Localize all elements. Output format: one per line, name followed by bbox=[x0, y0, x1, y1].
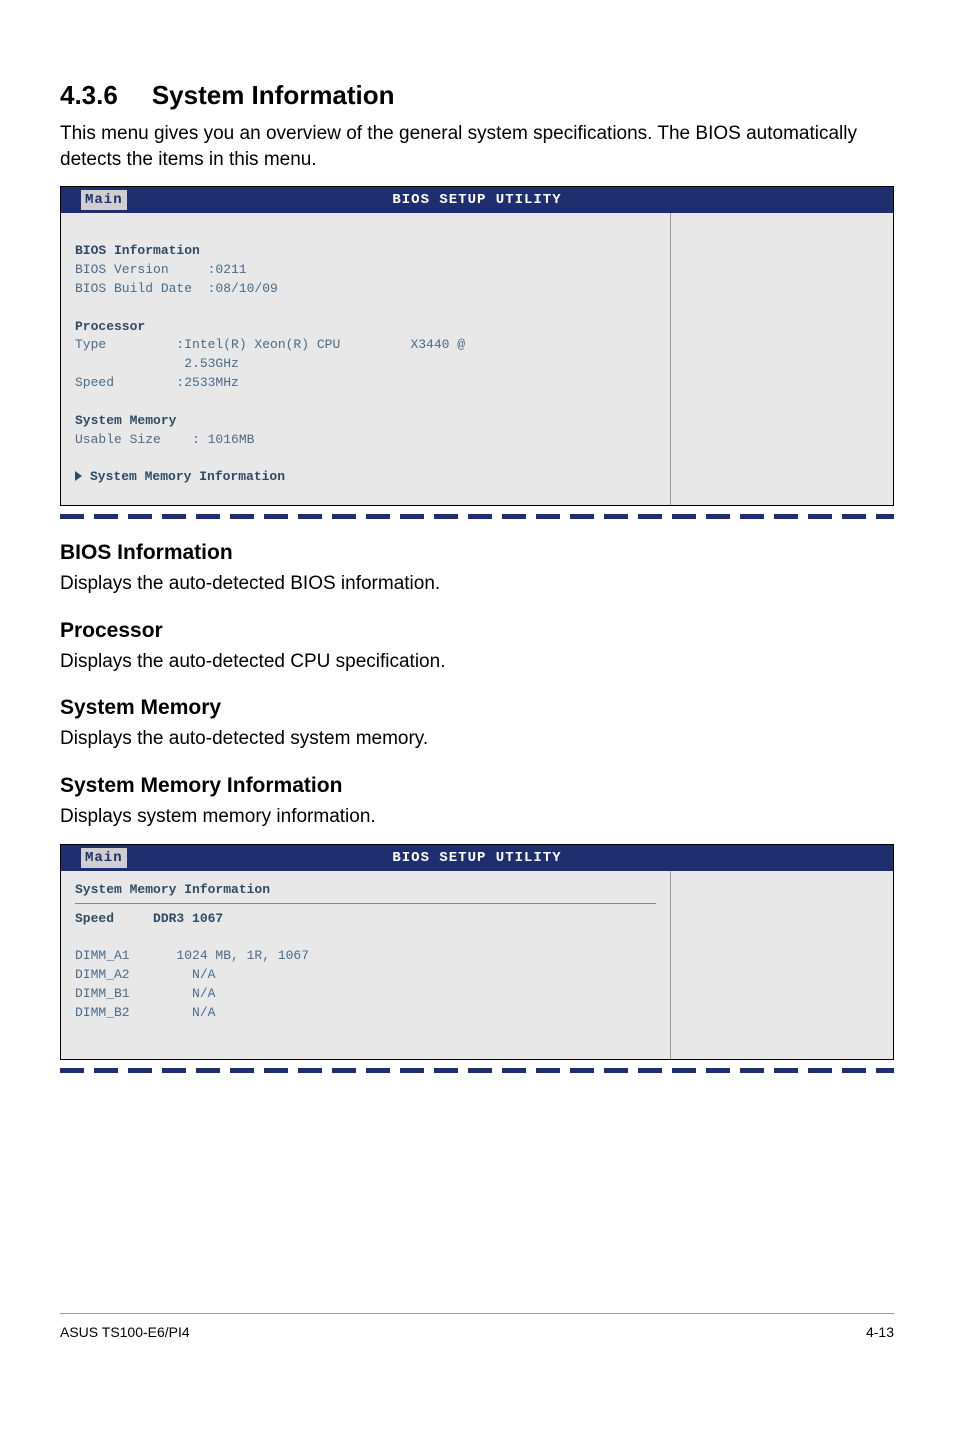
system-memory-info-label: System Memory Information bbox=[90, 469, 285, 484]
speed-line: Speed DDR3 1067 bbox=[75, 911, 223, 926]
processor-text: Displays the auto-detected CPU specifica… bbox=[60, 649, 894, 675]
bios-content: BIOS Information BIOS Version :0211 BIOS… bbox=[61, 213, 671, 505]
divider-dashes bbox=[60, 514, 894, 519]
bios-help-panel bbox=[671, 213, 893, 505]
section-number: 4.3.6 bbox=[60, 80, 118, 111]
processor-heading: Processor bbox=[75, 319, 145, 334]
smi-text: Displays system memory information. bbox=[60, 804, 894, 830]
bios-header-title: BIOS SETUP UTILITY bbox=[392, 192, 561, 208]
section-intro: This menu gives you an overview of the g… bbox=[60, 121, 894, 172]
system-memory-text: Displays the auto-detected system memory… bbox=[60, 726, 894, 752]
section-heading: 4.3.6 System Information bbox=[60, 80, 894, 111]
bios-help-panel-2 bbox=[671, 871, 893, 1060]
dimm-b1-line: DIMM_B1 N/A bbox=[75, 986, 215, 1001]
processor-heading-doc: Processor bbox=[60, 619, 894, 643]
bios-header: Main BIOS SETUP UTILITY bbox=[61, 187, 893, 213]
dimm-a1-line: DIMM_A1 1024 MB, 1R, 1067 bbox=[75, 948, 309, 963]
system-memory-info-link[interactable]: System Memory Information bbox=[75, 469, 285, 484]
bios-header-title-2: BIOS SETUP UTILITY bbox=[392, 850, 561, 866]
smi-heading-doc: System Memory Information bbox=[60, 774, 894, 798]
page-footer: ASUS TS100-E6/PI4 4-13 bbox=[60, 1313, 894, 1340]
system-memory-heading: System Memory bbox=[75, 413, 176, 428]
arrow-right-icon bbox=[75, 471, 82, 481]
bios-panel-smi: Main BIOS SETUP UTILITY System Memory In… bbox=[60, 844, 894, 1061]
bios-info-heading: BIOS Information bbox=[75, 243, 200, 258]
bios-divider bbox=[75, 903, 656, 904]
bios-content-2: System Memory Information Speed DDR3 106… bbox=[61, 871, 671, 1060]
bios-tab-main-2[interactable]: Main bbox=[81, 848, 127, 868]
dimm-b2-line: DIMM_B2 N/A bbox=[75, 1005, 215, 1020]
system-memory-heading-doc: System Memory bbox=[60, 696, 894, 720]
bios-header-2: Main BIOS SETUP UTILITY bbox=[61, 845, 893, 871]
divider-dashes-2 bbox=[60, 1068, 894, 1073]
bios-panel-main: Main BIOS SETUP UTILITY BIOS Information… bbox=[60, 186, 894, 506]
smi-heading: System Memory Information bbox=[75, 882, 270, 897]
processor-type-line: Type :Intel(R) Xeon(R) CPU X3440 @ bbox=[75, 337, 465, 352]
processor-type-line2: 2.53GHz bbox=[75, 356, 239, 371]
bios-tab-main[interactable]: Main bbox=[81, 190, 127, 210]
section-title: System Information bbox=[152, 80, 395, 110]
footer-left: ASUS TS100-E6/PI4 bbox=[60, 1324, 190, 1340]
bios-build-line: BIOS Build Date :08/10/09 bbox=[75, 281, 278, 296]
footer-right: 4-13 bbox=[866, 1324, 894, 1340]
dimm-a2-line: DIMM_A2 N/A bbox=[75, 967, 215, 982]
bios-version-line: BIOS Version :0211 bbox=[75, 262, 247, 277]
bios-information-heading: BIOS Information bbox=[60, 541, 894, 565]
processor-speed-line: Speed :2533MHz bbox=[75, 375, 239, 390]
bios-information-text: Displays the auto-detected BIOS informat… bbox=[60, 571, 894, 597]
usable-size-line: Usable Size : 1016MB bbox=[75, 432, 254, 447]
